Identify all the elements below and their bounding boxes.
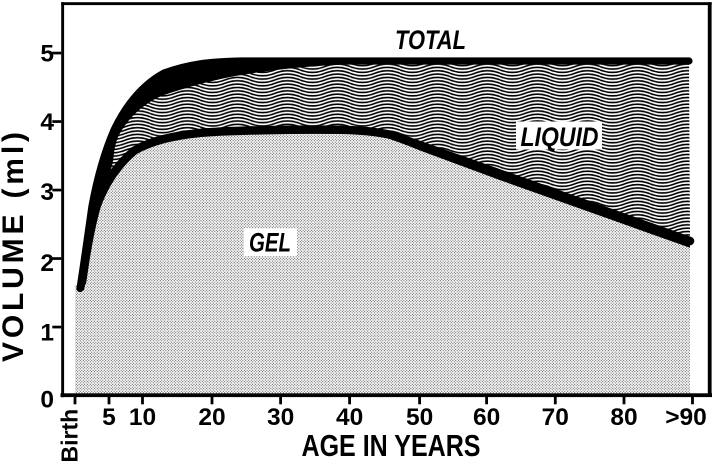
svg-text:AGE IN YEARS: AGE IN YEARS [302, 428, 481, 463]
svg-text:80: 80 [610, 404, 637, 431]
svg-text:5: 5 [40, 41, 54, 68]
svg-text:5: 5 [102, 404, 116, 431]
svg-text:TOTAL: TOTAL [395, 25, 466, 55]
svg-text:60: 60 [473, 404, 500, 431]
svg-text:30: 30 [267, 404, 294, 431]
svg-text:0: 0 [40, 387, 54, 414]
svg-text:3: 3 [40, 179, 54, 206]
svg-text:2: 2 [40, 250, 54, 277]
svg-text:50: 50 [406, 404, 433, 431]
svg-text:GEL: GEL [249, 228, 291, 258]
svg-text:>90: >90 [665, 404, 707, 431]
svg-text:LIQUID: LIQUID [521, 122, 599, 152]
svg-text:20: 20 [198, 404, 225, 431]
svg-text:4: 4 [40, 109, 54, 136]
svg-text:10: 10 [129, 404, 156, 431]
svg-text:1: 1 [40, 320, 54, 347]
svg-text:Birth: Birth [57, 409, 83, 463]
svg-text:70: 70 [542, 404, 569, 431]
svg-text:VOLUME (ml): VOLUME (ml) [0, 132, 30, 362]
svg-text:40: 40 [336, 404, 363, 431]
